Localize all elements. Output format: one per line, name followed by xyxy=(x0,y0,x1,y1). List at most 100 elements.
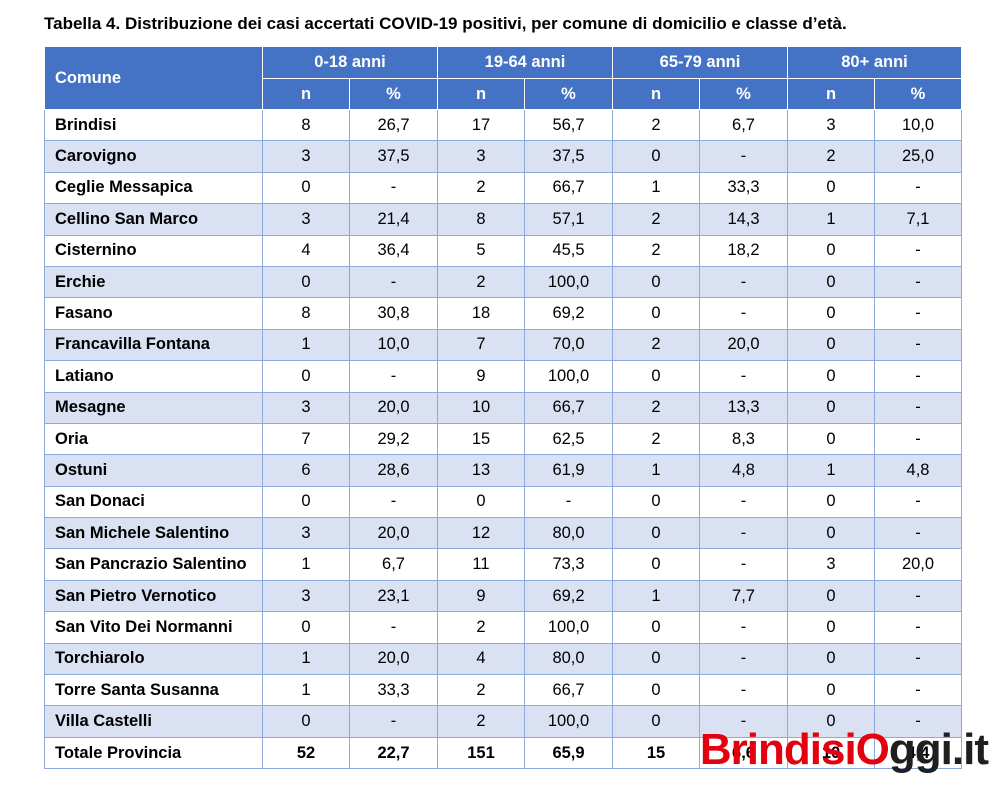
cell-total-n-19-64: 151 xyxy=(437,736,525,770)
cell-comune: Francavilla Fontana xyxy=(44,328,263,362)
table-row: Ostuni 6 28,6 13 61,9 1 4,8 1 4,8 xyxy=(44,454,962,487)
cell-n-80plus: 0 xyxy=(787,579,875,613)
cell-pct-19-64: 66,7 xyxy=(524,171,613,205)
cell-n-80plus: 0 xyxy=(787,485,875,519)
cell-n-80plus: 0 xyxy=(787,360,875,393)
header-sub-pct: % xyxy=(699,78,788,110)
cell-pct-80plus: 7,1 xyxy=(874,203,962,236)
cell-comune-total: Totale Provincia xyxy=(44,736,263,770)
cell-comune: Torchiarolo xyxy=(44,642,263,676)
cell-pct-65-79: 20,0 xyxy=(699,328,788,362)
cell-n-0-18: 3 xyxy=(262,203,350,236)
cell-pct-65-79: - xyxy=(699,265,788,299)
table-row: Mesagne 3 20,0 10 66,7 2 13,3 0- xyxy=(44,391,962,424)
cell-comune: Oria xyxy=(44,422,263,456)
cell-n-19-64: 2 xyxy=(437,265,525,299)
table-row: Carovigno 3 37,5 3 37,5 0-2 25,0 xyxy=(44,140,962,173)
header-sub-n: n xyxy=(787,78,875,110)
header-group-0-18: 0-18 anni xyxy=(262,46,438,79)
cell-total-n-0-18: 52 xyxy=(262,736,350,770)
cell-pct-80plus: - xyxy=(874,485,962,519)
cell-pct-80plus: - xyxy=(874,642,962,676)
cell-n-65-79: 2 xyxy=(612,234,700,267)
cell-n-65-79: 0 xyxy=(612,265,700,299)
cell-n-19-64: 9 xyxy=(437,360,525,393)
cell-pct-0-18: - xyxy=(349,265,438,299)
cell-n-65-79: 0 xyxy=(612,360,700,393)
cell-n-80plus: 1 xyxy=(787,454,875,487)
cell-comune: Cellino San Marco xyxy=(44,203,263,236)
cell-n-80plus: 0 xyxy=(787,642,875,676)
cell-n-65-79: 1 xyxy=(612,579,700,613)
table-row: Brindisi 8 26,7 17 56,7 2 6,7 3 10,0 xyxy=(44,108,962,142)
cell-pct-19-64: 69,2 xyxy=(524,297,613,330)
header-row-sub: n % n % n % n % xyxy=(45,78,962,110)
table-row: San Pietro Vernotico 3 23,1 9 69,2 1 7,7 0- xyxy=(44,579,962,613)
cell-comune: San Vito Dei Normanni xyxy=(44,611,263,644)
cell-n-65-79: 0 xyxy=(612,517,700,550)
table-row: Latiano 0-9 100,0 0-0- xyxy=(44,360,962,393)
table-body: Brindisi 8 26,7 17 56,7 2 6,7 3 10,0 Carovigno 3 37… xyxy=(44,108,962,770)
cell-pct-80plus: 10,0 xyxy=(874,108,962,142)
cell-n-80plus: 0 xyxy=(787,674,875,707)
cell-pct-0-18: 6,7 xyxy=(349,548,438,581)
cell-total-pct-19-64: 65,9 xyxy=(524,736,613,770)
cell-pct-80plus: - xyxy=(874,611,962,644)
cell-pct-65-79: - xyxy=(699,517,788,550)
cell-pct-80plus: - xyxy=(874,517,962,550)
cell-pct-19-64: 100,0 xyxy=(524,265,613,299)
cell-pct-80plus: - xyxy=(874,360,962,393)
cell-pct-19-64: 80,0 xyxy=(524,642,613,676)
cell-pct-0-18: 20,0 xyxy=(349,517,438,550)
cell-pct-19-64: 100,0 xyxy=(524,705,613,738)
cell-comune: Mesagne xyxy=(44,391,263,424)
table-row: Torchiarolo 1 20,0 4 80,0 0-0- xyxy=(44,642,962,676)
table-row: Francavilla Fontana 1 10,0 7 70,0 2 20,0 0- xyxy=(44,328,962,362)
header-group-65-79: 65-79 anni xyxy=(612,46,788,79)
table-row: Cellino San Marco 3 21,4 8 57,1 2 14,3 1 7,1 xyxy=(44,203,962,236)
cell-pct-19-64: 61,9 xyxy=(524,454,613,487)
cell-n-0-18: 8 xyxy=(262,108,350,142)
cell-pct-65-79: 7,7 xyxy=(699,579,788,613)
cell-pct-65-79: 4,8 xyxy=(699,454,788,487)
cell-n-0-18: 1 xyxy=(262,674,350,707)
table-row: Erchie 0-2 100,0 0-0- xyxy=(44,265,962,299)
header-group-19-64: 19-64 anni xyxy=(437,46,613,79)
cell-comune: Carovigno xyxy=(44,140,263,173)
cell-pct-19-64: - xyxy=(524,485,613,519)
cell-n-0-18: 0 xyxy=(262,611,350,644)
cell-n-65-79: 0 xyxy=(612,642,700,676)
cell-comune: Erchie xyxy=(44,265,263,299)
cell-n-0-18: 6 xyxy=(262,454,350,487)
cell-n-80plus: 0 xyxy=(787,265,875,299)
table-row: San Donaci 0-0-0-0- xyxy=(44,485,962,519)
watermark-logo: BrindisiOggi.it xyxy=(700,725,989,775)
cell-comune: Cisternino xyxy=(44,234,263,267)
cell-n-19-64: 2 xyxy=(437,611,525,644)
cell-pct-65-79: 6,7 xyxy=(699,108,788,142)
cell-n-80plus: 0 xyxy=(787,234,875,267)
cell-n-0-18: 0 xyxy=(262,265,350,299)
cell-pct-65-79: - xyxy=(699,611,788,644)
table-row: San Vito Dei Normanni 0-2 100,0 0-0- xyxy=(44,611,962,644)
cell-n-65-79: 1 xyxy=(612,171,700,205)
cell-n-19-64: 2 xyxy=(437,705,525,738)
cell-n-19-64: 10 xyxy=(437,391,525,424)
cell-n-19-64: 15 xyxy=(437,422,525,456)
cell-n-19-64: 9 xyxy=(437,579,525,613)
cell-n-65-79: 0 xyxy=(612,705,700,738)
header-sub-n: n xyxy=(612,78,700,110)
table-row: Oria 7 29,2 15 62,5 2 8,3 0- xyxy=(44,422,962,456)
header-row-groups: Comune 0-18 anni 19-64 anni 65-79 anni 8… xyxy=(44,46,962,110)
table-title: Tabella 4. Distribuzione dei casi accert… xyxy=(44,14,847,33)
cell-n-0-18: 7 xyxy=(262,422,350,456)
cell-pct-19-64: 73,3 xyxy=(524,548,613,581)
cell-pct-0-18: 30,8 xyxy=(349,297,438,330)
cell-pct-65-79: 8,3 xyxy=(699,422,788,456)
cell-n-19-64: 13 xyxy=(437,454,525,487)
cell-pct-19-64: 57,1 xyxy=(524,203,613,236)
cell-n-65-79: 2 xyxy=(612,391,700,424)
cell-pct-65-79: - xyxy=(699,548,788,581)
cell-pct-0-18: 26,7 xyxy=(349,108,438,142)
cell-pct-0-18: 10,0 xyxy=(349,328,438,362)
